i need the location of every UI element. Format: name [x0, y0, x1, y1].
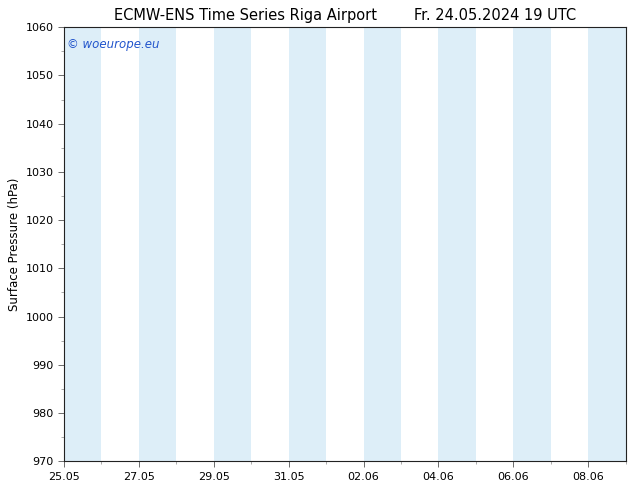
Text: © woeurope.eu: © woeurope.eu: [67, 38, 159, 51]
Bar: [64, 27, 101, 461]
Bar: [214, 27, 251, 461]
Bar: [588, 27, 626, 461]
Title: ECMW-ENS Time Series Riga Airport        Fr. 24.05.2024 19 UTC: ECMW-ENS Time Series Riga Airport Fr. 24…: [113, 8, 576, 24]
Bar: [514, 27, 551, 461]
Bar: [439, 27, 476, 461]
Bar: [363, 27, 401, 461]
Y-axis label: Surface Pressure (hPa): Surface Pressure (hPa): [8, 177, 22, 311]
Bar: [139, 27, 176, 461]
Bar: [288, 27, 326, 461]
